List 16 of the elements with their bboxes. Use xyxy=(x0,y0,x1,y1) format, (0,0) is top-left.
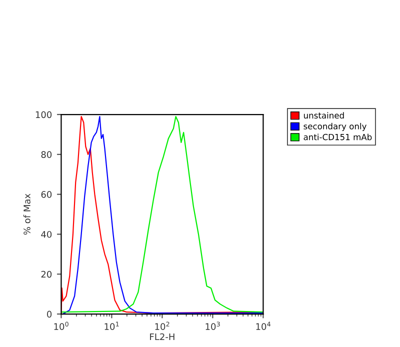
legend-label: anti-CD151 mAb xyxy=(304,134,372,140)
x-tick-label: 10$^{1}$ xyxy=(104,322,119,330)
y-tick-label: 20 xyxy=(41,270,52,278)
y-tick-label: 60 xyxy=(41,191,52,198)
x-tick-label: 10$^{0}$ xyxy=(54,322,68,330)
y-tick-label: 80 xyxy=(41,151,52,158)
y-axis-title: % of Max xyxy=(23,194,30,235)
x-axis-title: FL2-H xyxy=(150,333,174,340)
legend-label: secondary only xyxy=(304,122,366,131)
legend-label: unstained xyxy=(304,112,344,119)
y-tick-label: 100 xyxy=(36,111,52,118)
x-tick-label: 10$^{4}$ xyxy=(256,322,270,330)
x-tick-label: 10$^{3}$ xyxy=(206,322,220,330)
x-tick-label: 10$^{2}$ xyxy=(155,322,170,330)
y-tick-label: 0 xyxy=(47,310,52,318)
y-tick-label: 40 xyxy=(41,230,52,238)
